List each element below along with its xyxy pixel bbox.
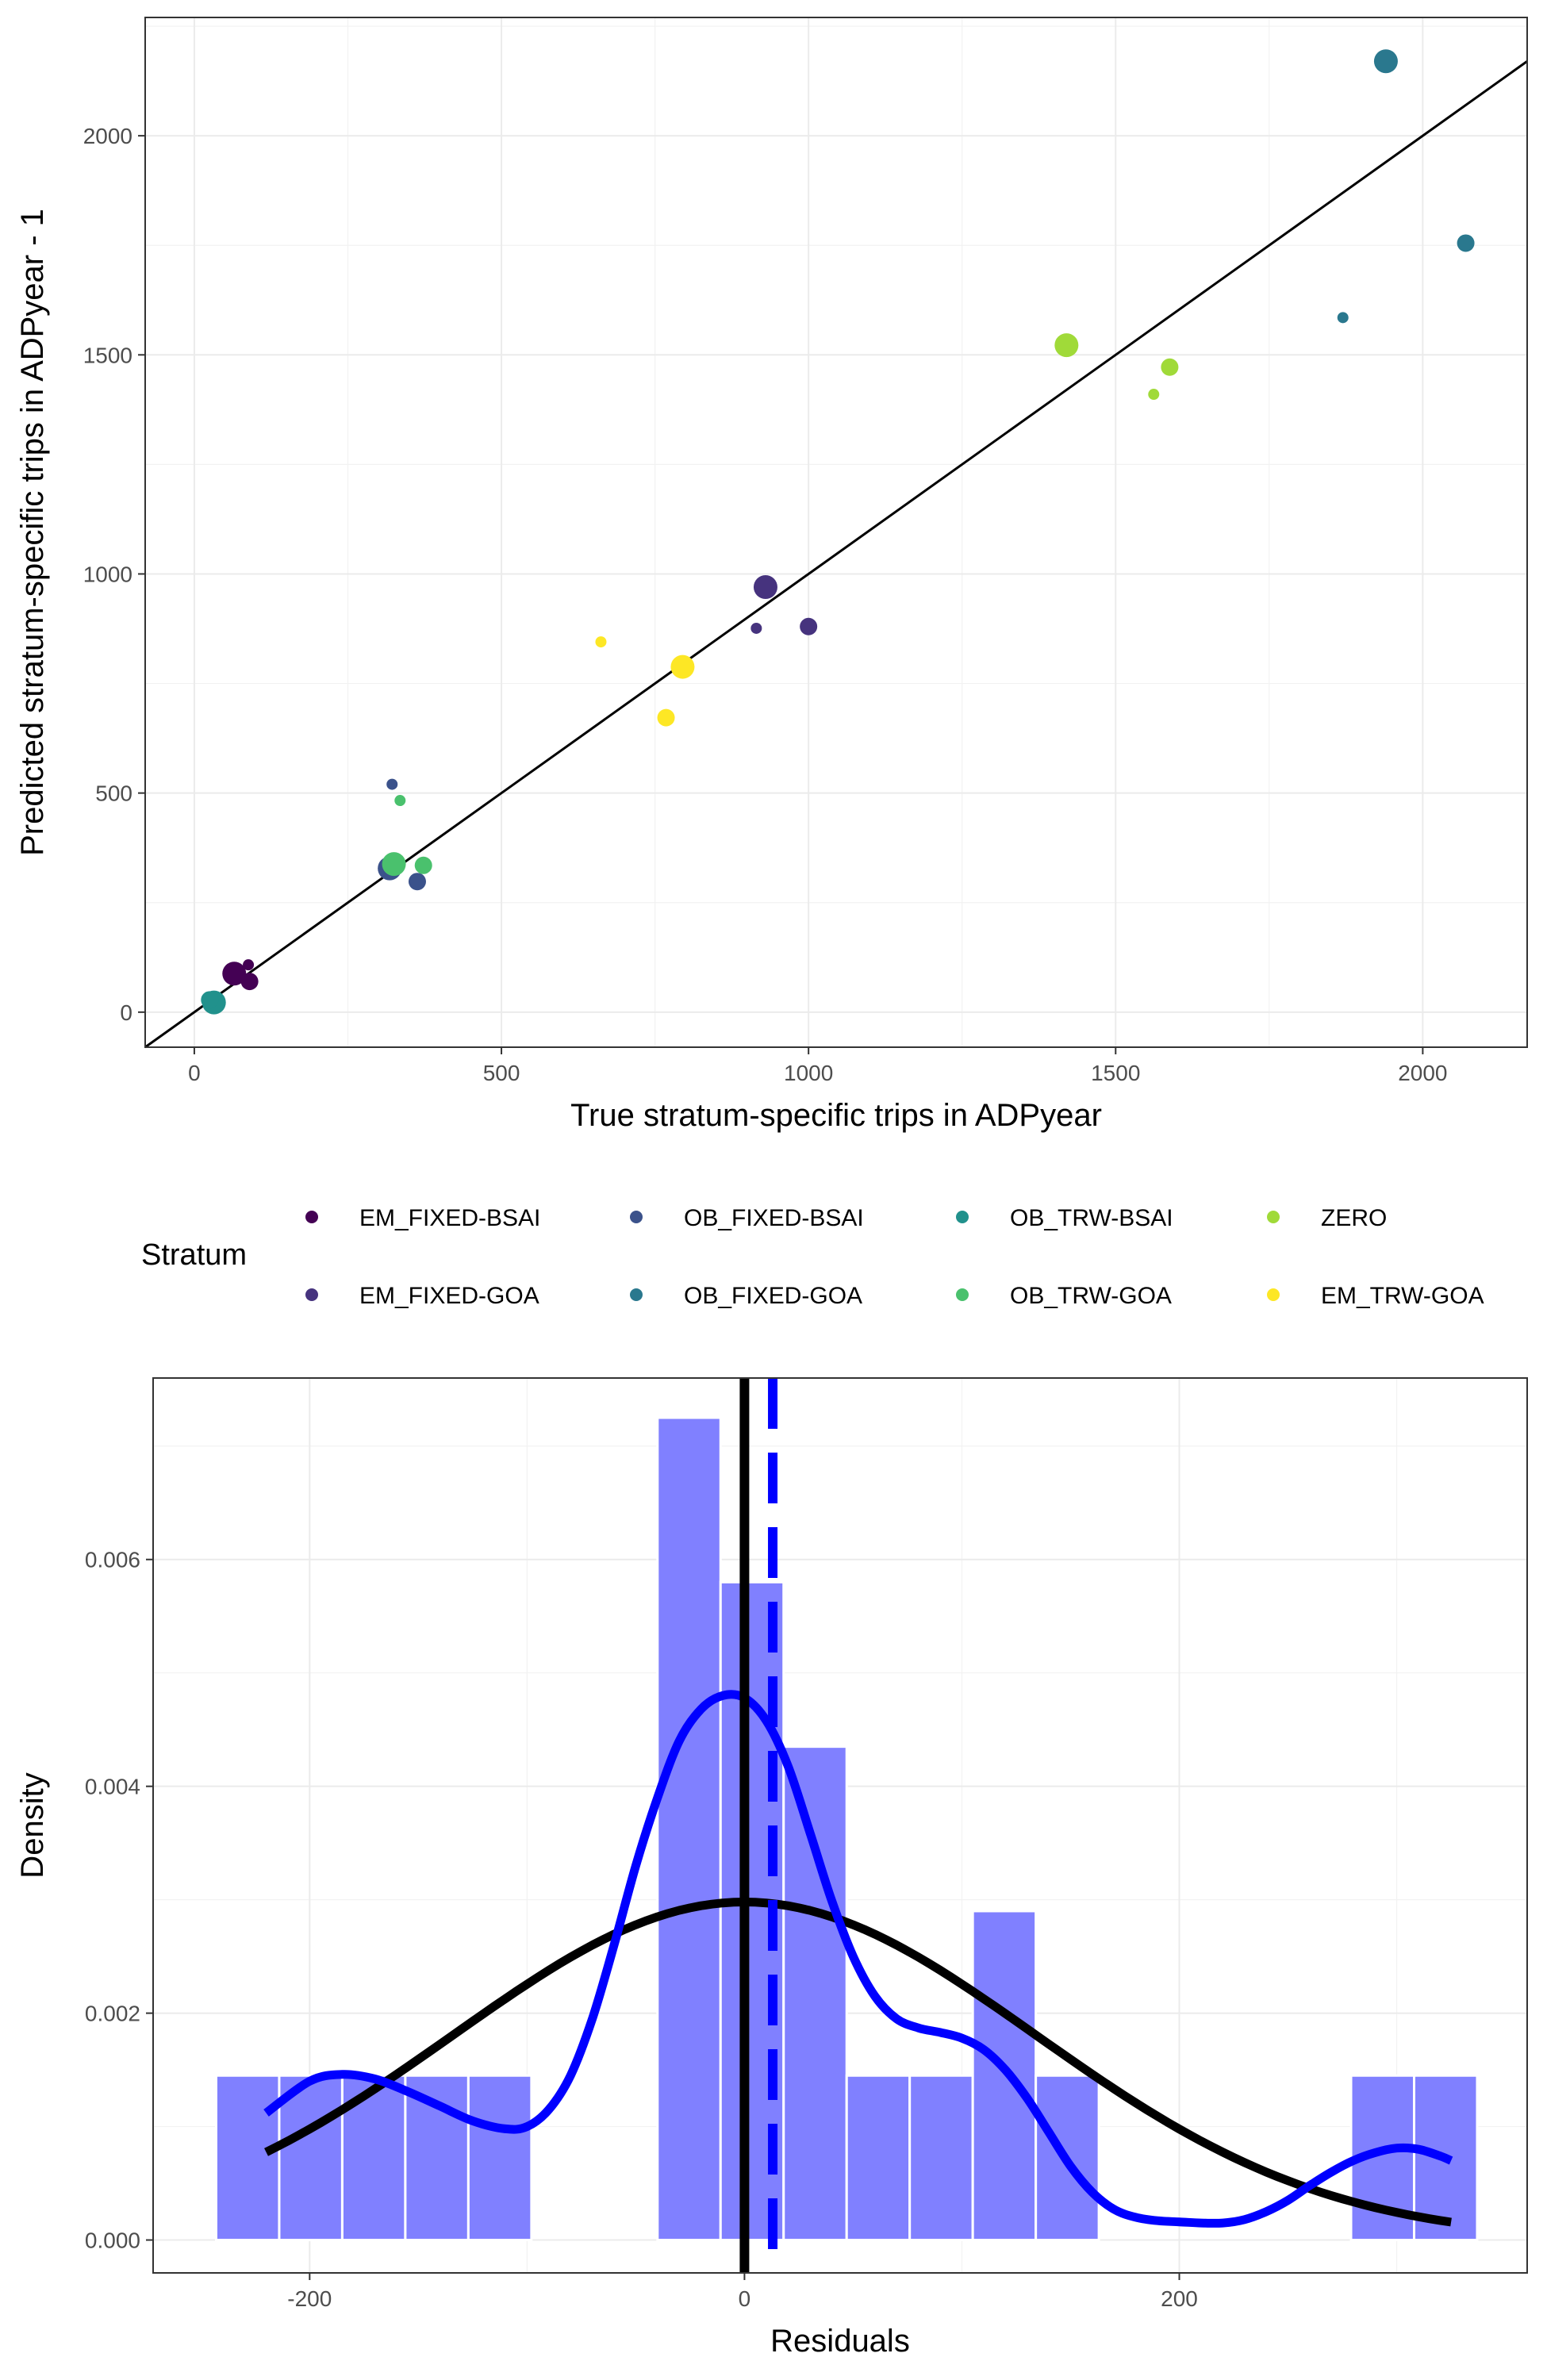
histogram-panel-border [152, 1377, 1528, 2274]
scatter-point [243, 959, 255, 971]
histogram-y-tick-label: 0.000 [85, 2228, 140, 2253]
histogram-axis-ticks: -200 0 200 0.000 0.002 0.004 0.006 [85, 1548, 1198, 2311]
scatter-point [408, 873, 426, 891]
histogram-x-tick-label: 200 [1161, 2286, 1198, 2311]
scatter-y-tick-label: 500 [95, 781, 132, 806]
legend-swatch [1267, 1211, 1280, 1223]
histogram-y-tick-label: 0.006 [85, 1548, 140, 1572]
legend-swatch [630, 1288, 643, 1301]
scatter-point [386, 778, 398, 790]
scatter-point [753, 575, 777, 600]
scatter-point [750, 622, 762, 634]
scatter-x-tick-label: 500 [483, 1061, 520, 1085]
legend-label: EM_TRW-GOA [1321, 1283, 1484, 1309]
histogram-bar [782, 1745, 848, 2242]
legend-label: OB_TRW-BSAI [1010, 1205, 1173, 1231]
legend-title: Stratum [141, 1238, 247, 1272]
scatter-grid [145, 17, 1527, 1047]
scatter-reference-line [144, 60, 1528, 1049]
scatter-point [800, 617, 818, 635]
histogram-bar [1412, 2074, 1479, 2242]
scatter-point [1148, 389, 1160, 401]
scatter-x-tick-label: 1000 [784, 1061, 833, 1085]
scatter-point [382, 852, 406, 877]
histogram-y-axis-title: Density [15, 1772, 50, 1878]
histogram-x-tick-label: 0 [739, 2286, 751, 2311]
scatter-y-tick-label: 0 [120, 1000, 132, 1025]
histogram-x-tick-label: -200 [287, 2286, 332, 2311]
legend-swatch [305, 1288, 318, 1301]
histogram-bar [214, 2074, 281, 2242]
scatter-point [1373, 49, 1398, 74]
histogram-x-axis-title: Residuals [770, 2324, 910, 2359]
scatter-point [240, 973, 259, 991]
scatter-point [657, 708, 675, 727]
legend-items: EM_FIXED-BSAI OB_FIXED-BSAI OB_TRW-BSAI ZER… [305, 1205, 1484, 1309]
legend-label: OB_FIXED-BSAI [684, 1205, 864, 1231]
scatter-point [670, 654, 695, 679]
scatter-point [595, 636, 607, 648]
scatter-x-tick-label: 1500 [1091, 1061, 1140, 1085]
scatter-axis-ticks: 0 500 1000 1500 2000 0 500 1000 1500 2000 [83, 124, 1448, 1085]
normal-density-curve [264, 1898, 1452, 2227]
scatter-point [1337, 312, 1349, 324]
histogram-bar [656, 1416, 722, 2242]
scatter-y-axis-title: Predicted stratum-specific trips in ADPy… [15, 209, 50, 856]
scatter-point [1457, 234, 1475, 252]
legend-label: OB_TRW-GOA [1010, 1283, 1172, 1309]
scatter-point [222, 962, 247, 986]
scatter-point [1161, 358, 1179, 376]
legend-swatch [305, 1211, 318, 1223]
histogram-bar [971, 1910, 1038, 2242]
histogram-bar [278, 2074, 344, 2242]
legend: Stratum EM_FIXED-BSAI OB_FIXED-BSAI OB_TRW… [141, 1205, 1484, 1309]
scatter-x-tick-label: 2000 [1398, 1061, 1447, 1085]
histogram-y-tick-label: 0.002 [85, 2002, 140, 2026]
legend-label: EM_FIXED-BSAI [359, 1205, 540, 1231]
legend-label: ZERO [1321, 1205, 1387, 1231]
legend-swatch [1267, 1288, 1280, 1301]
scatter-point [1054, 333, 1079, 358]
scatter-panel-background [145, 17, 1527, 1047]
histogram-bar [466, 2074, 533, 2242]
legend-swatch [630, 1211, 643, 1223]
histogram-plot: -200 0 200 0.000 0.002 0.004 0.006 Residuals D… [15, 1377, 1528, 2359]
scatter-x-axis-title: True stratum-specific trips in ADPyear [570, 1098, 1102, 1133]
scatter-y-tick-label: 2000 [83, 124, 132, 148]
scatter-point [394, 795, 406, 807]
scatter-points [201, 49, 1475, 1015]
scatter-plot: 0 500 1000 1500 2000 0 500 1000 1500 2000 True st… [15, 17, 1528, 1133]
legend-swatch [956, 1288, 969, 1301]
histogram-bar [845, 2074, 912, 2242]
legend-label: OB_FIXED-GOA [684, 1283, 862, 1309]
scatter-reference-line-layer [144, 60, 1528, 1049]
histogram-lines [263, 1378, 1453, 2273]
kernel-density-curve [263, 1690, 1453, 2228]
histogram-bar [908, 2074, 974, 2242]
scatter-panel-border [144, 17, 1528, 1048]
scatter-y-tick-label: 1000 [83, 562, 132, 586]
legend-swatch [956, 1211, 969, 1223]
scatter-point [414, 856, 432, 874]
scatter-point [201, 991, 219, 1009]
scatter-x-tick-label: 0 [188, 1061, 201, 1085]
legend-label: EM_FIXED-GOA [359, 1283, 539, 1309]
scatter-y-tick-label: 1500 [83, 343, 132, 367]
histogram-y-tick-label: 0.004 [85, 1775, 140, 1799]
